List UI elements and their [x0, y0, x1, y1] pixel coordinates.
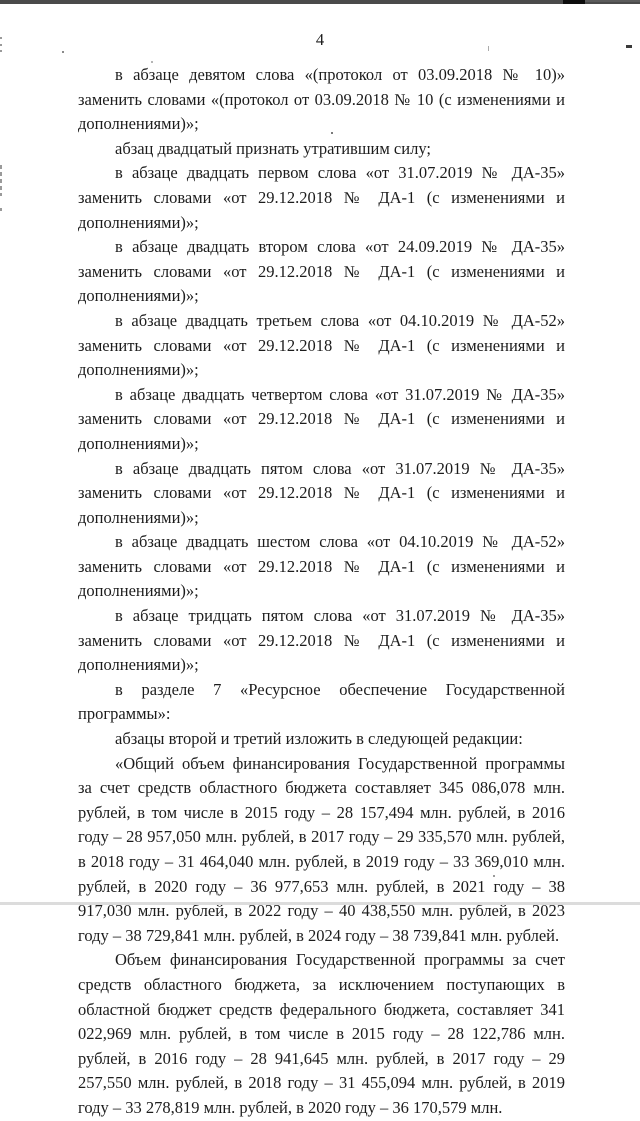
paragraph: в абзаце тридцать пятом слова «от 31.07.… [78, 606, 565, 675]
scan-speck [0, 208, 2, 211]
scan-speck [0, 186, 2, 190]
page-number: 4 [315, 30, 325, 49]
scan-speck [151, 61, 153, 63]
scan-speck [0, 50, 2, 52]
paragraph: в абзаце двадцать втором слова «от 24.09… [78, 237, 565, 306]
scan-speck [0, 179, 2, 183]
scan-speck [488, 46, 489, 51]
paragraph: Объем финансирования Государственной про… [78, 950, 565, 1117]
scan-artifact-top-bar-black-segment [563, 0, 585, 4]
paragraph: в абзаце двадцать пятом слова «от 31.07.… [78, 458, 565, 527]
scan-speck [0, 37, 2, 39]
paragraph: абзацы второй и третий изложить в следую… [115, 729, 523, 749]
paragraph: в абзаце двадцать первом слова «от 31.07… [78, 163, 565, 232]
scan-artifact-bottom-strip [0, 902, 640, 905]
scan-artifact-top-bar [0, 0, 640, 4]
paragraph: в абзаце девятом слова «(протокол от 03.… [78, 65, 565, 134]
paragraph: абзац двадцатый признать утратившим силу… [115, 138, 431, 158]
paragraph: «Общий объем финансирования Государствен… [78, 753, 565, 945]
paragraph: в абзаце двадцать шестом слова «от 04.10… [78, 532, 565, 601]
scan-speck [0, 44, 2, 46]
scan-speck [0, 172, 2, 176]
scan-speck [62, 51, 64, 53]
paragraph: в разделе 7 «Ресурсное обеспечение Госуд… [78, 679, 565, 724]
scan-speck [331, 132, 333, 134]
document-body: в абзаце девятом слова «(протокол от 03.… [78, 63, 565, 1121]
scan-speck [493, 875, 495, 877]
scan-speck [626, 45, 632, 48]
scan-artifact-top-bar-right-segment [585, 0, 640, 2]
paragraph: в абзаце двадцать четвертом слова «от 31… [78, 384, 565, 453]
scan-speck [0, 193, 2, 196]
scan-speck [0, 165, 2, 169]
paragraph: в абзаце двадцать третьем слова «от 04.1… [78, 310, 565, 380]
